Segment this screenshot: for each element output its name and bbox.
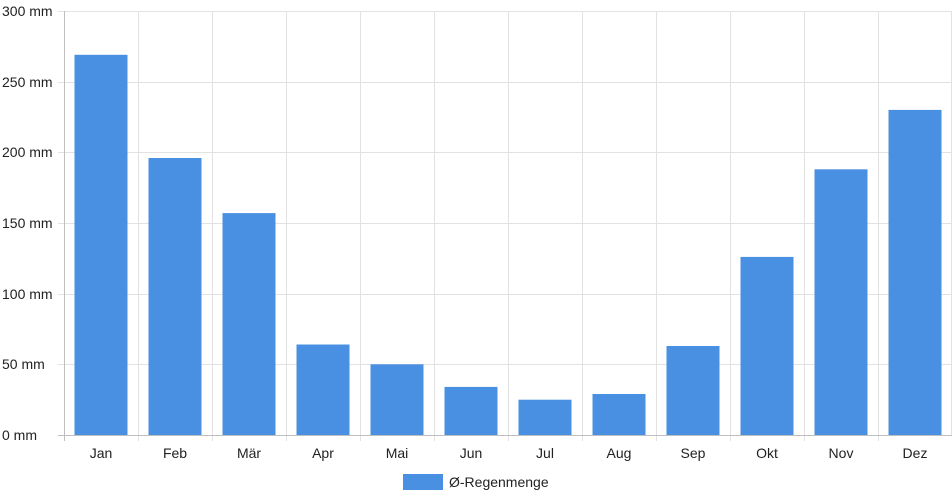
- y-tick-label: 100 mm: [2, 286, 53, 302]
- bar-jun: [444, 386, 498, 435]
- legend-swatch: [403, 474, 443, 490]
- x-tick-label: Jul: [536, 445, 554, 461]
- axes: [58, 11, 952, 441]
- y-tick-label: 250 mm: [2, 74, 53, 90]
- y-tick-label: 150 mm: [2, 215, 53, 231]
- y-axis-tick-labels: 0 mm 50 mm 100 mm 150 mm 200 mm 250 mm 300 mm: [2, 3, 53, 443]
- bar-apr: [296, 344, 350, 435]
- bar-sep: [666, 346, 720, 435]
- legend-label: Ø-Regenmenge: [449, 474, 549, 490]
- x-tick-label: Jan: [90, 445, 113, 461]
- bar-mai: [370, 364, 424, 435]
- x-tick-label: Dez: [903, 445, 928, 461]
- x-tick-label: Sep: [681, 445, 706, 461]
- chart-legend[interactable]: Ø-Regenmenge: [403, 473, 549, 491]
- x-axis-tick-labels: Jan Feb Mär Apr Mai Jun Jul Aug Sep Okt Nov Dez: [90, 445, 928, 461]
- bar-dez: [888, 109, 942, 436]
- bar-nov: [814, 169, 868, 436]
- y-tick-label: 300 mm: [2, 3, 53, 19]
- x-tick-label: Mär: [237, 445, 261, 461]
- bar-aug: [592, 394, 646, 435]
- bar-series: [74, 54, 942, 436]
- x-tick-label: Mai: [386, 445, 409, 461]
- x-tick-label: Jun: [460, 445, 483, 461]
- x-tick-label: Apr: [312, 445, 334, 461]
- bar-okt: [740, 256, 794, 435]
- bar-mär: [222, 213, 276, 435]
- x-tick-label: Okt: [756, 445, 778, 461]
- y-tick-label: 200 mm: [2, 144, 53, 160]
- y-tick-label: 50 mm: [2, 356, 45, 372]
- bar-jan: [74, 54, 128, 436]
- x-tick-label: Aug: [607, 445, 632, 461]
- bar-jul: [518, 399, 572, 435]
- bar-feb: [148, 158, 202, 435]
- x-tick-label: Feb: [163, 445, 187, 461]
- x-tick-label: Nov: [829, 445, 854, 461]
- y-tick-label: 0 mm: [2, 427, 37, 443]
